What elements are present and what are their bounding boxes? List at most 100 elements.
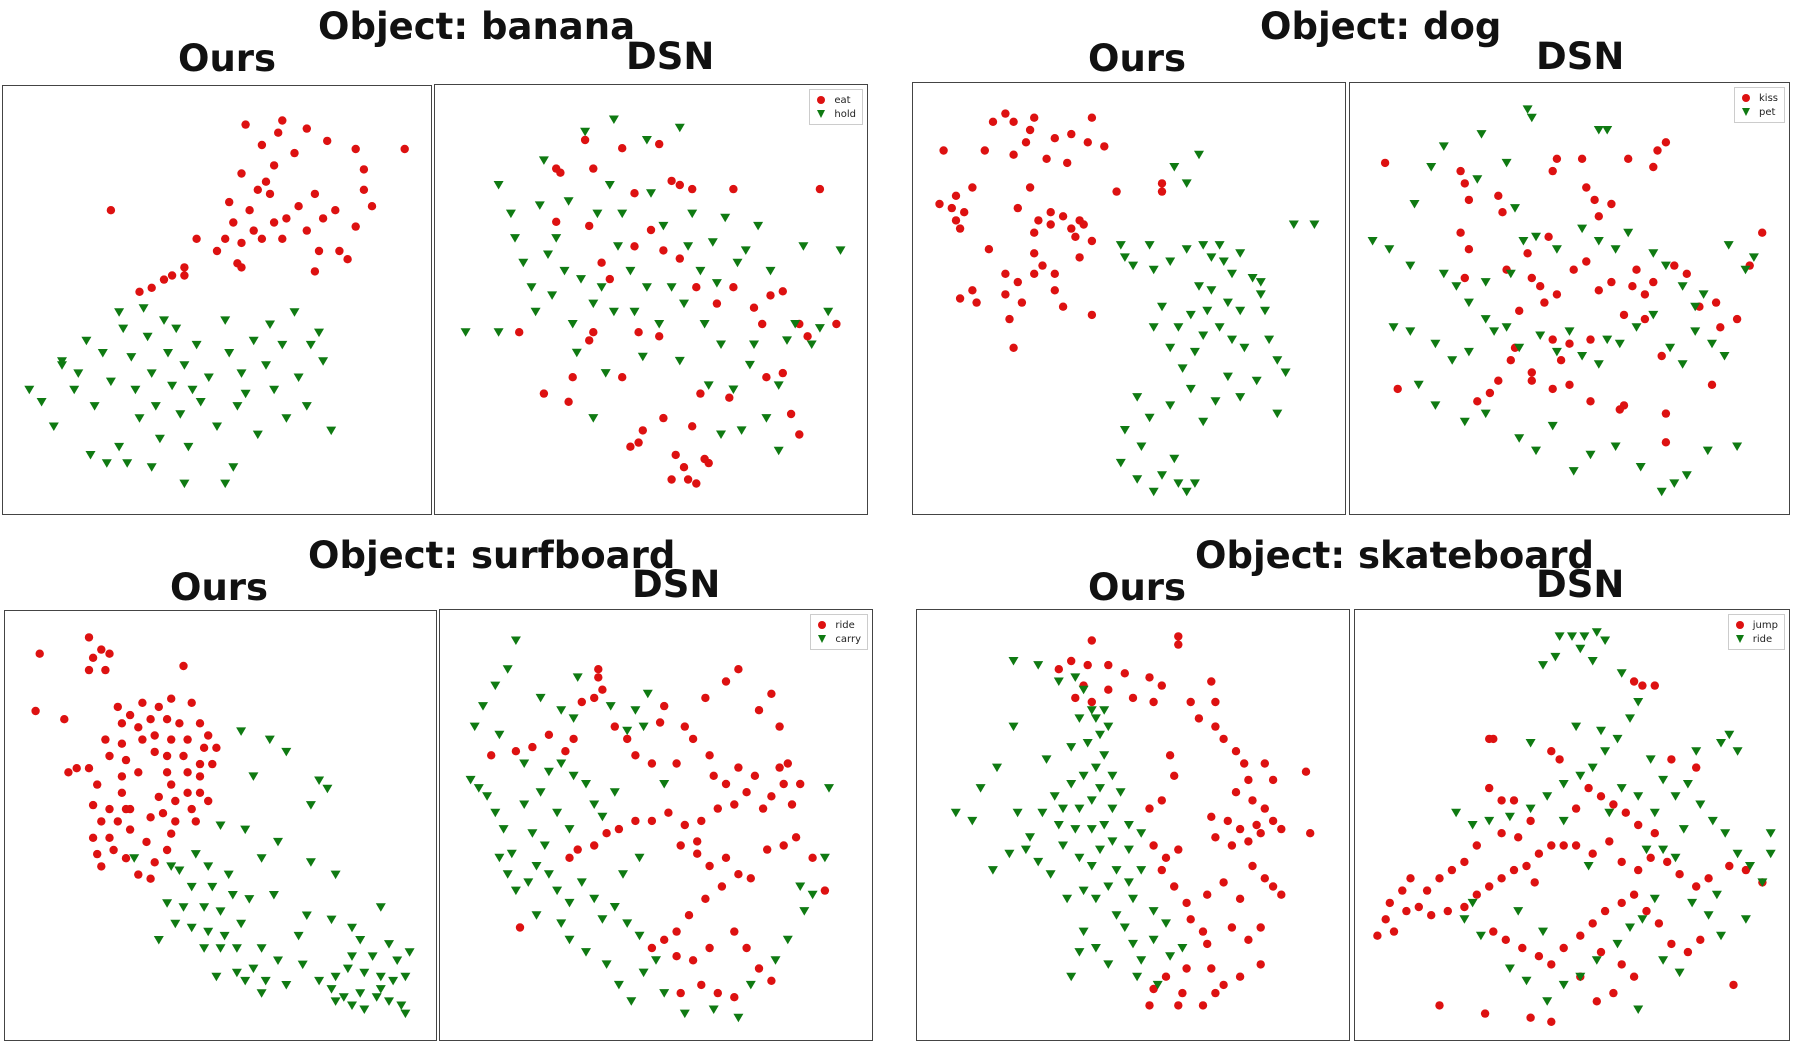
scatter-point-triangle: [24, 385, 35, 395]
scatter-point-triangle: [1086, 862, 1097, 871]
scatter-point-circle: [310, 189, 320, 199]
scatter-point-triangle: [552, 886, 563, 896]
scatter-point-triangle: [1732, 747, 1743, 756]
scatter-point-triangle: [199, 903, 210, 912]
scatter-point-triangle: [505, 209, 516, 219]
scatter-point-circle: [1629, 972, 1639, 981]
scatter-point-triangle: [1681, 471, 1692, 480]
scatter-point-circle: [1509, 865, 1519, 875]
scatter-point-triangle: [1074, 853, 1085, 863]
scatter-plot-area: [935, 109, 1320, 497]
scatter-point-triangle: [1538, 661, 1548, 670]
scatter-point-circle: [1540, 298, 1549, 307]
scatter-point-circle: [598, 685, 607, 694]
scatter-point-circle: [1079, 220, 1088, 229]
scatter-point-triangle: [460, 328, 471, 337]
scatter-point-circle: [1460, 857, 1469, 867]
scatter-point-triangle: [347, 1001, 357, 1010]
scatter-point-triangle: [1099, 821, 1110, 830]
scatter-point-triangle: [1177, 944, 1188, 953]
scatter-point-circle: [679, 463, 689, 472]
group-title-skateboard: Object: skateboard: [1195, 534, 1594, 577]
scatter-point-triangle: [232, 402, 243, 411]
scatter-point-circle: [1514, 833, 1523, 842]
scatter-point-triangle: [301, 911, 312, 920]
scatter-point-triangle: [114, 442, 125, 452]
scatter-point-circle: [1058, 212, 1068, 221]
scatter-point-triangle: [613, 980, 624, 990]
scatter-point-triangle: [207, 882, 218, 892]
scatter-point-circle: [1638, 681, 1647, 690]
scatter-point-circle: [569, 734, 578, 744]
scatter-point-triangle: [1430, 401, 1441, 410]
scatter-point-triangle: [1514, 343, 1525, 353]
scatter-point-circle: [1555, 755, 1564, 764]
scatter-point-circle: [1617, 960, 1626, 969]
scatter-point-triangle: [227, 891, 238, 900]
scatter-panel-dsn-dog: kiss pet: [1349, 82, 1790, 515]
scatter-panel-ours-surfboard: [4, 610, 437, 1041]
scatter-point-circle: [675, 180, 684, 190]
scatter-point-triangle: [1587, 763, 1598, 773]
scatter-point-triangle: [556, 706, 567, 715]
scatter-point-triangle: [634, 853, 645, 863]
scatter-point-circle: [590, 841, 599, 850]
scatter-point-triangle: [608, 115, 619, 124]
scatter-point-circle: [208, 759, 217, 769]
scatter-point-triangle: [268, 891, 279, 900]
scatter-point-triangle: [1119, 923, 1130, 932]
scatter-point-triangle: [359, 968, 370, 978]
legend-label: hold: [834, 108, 856, 120]
scatter-point-triangle: [1612, 939, 1623, 949]
scatter-point-circle: [1716, 323, 1725, 332]
scatter-point-circle: [1219, 980, 1228, 990]
scatter-point-circle: [72, 764, 81, 773]
scatter-point-circle: [1607, 277, 1616, 287]
scatter-point-circle: [754, 706, 764, 715]
scatter-point-triangle: [203, 373, 214, 382]
scatter-point-triangle: [538, 156, 549, 165]
scatter-point-triangle: [1165, 952, 1176, 961]
scatter-point-circle: [1576, 931, 1585, 940]
scatter-point-circle: [1586, 397, 1595, 406]
scatter-point-triangle: [244, 895, 255, 904]
scatter-point-circle: [705, 861, 714, 871]
scatter-point-triangle: [1740, 915, 1751, 924]
scatter-point-triangle: [1637, 915, 1648, 924]
scatter-point-circle: [1211, 722, 1220, 731]
scatter-point-triangle: [1645, 755, 1656, 764]
scatter-point-triangle: [375, 972, 386, 982]
scatter-point-circle: [97, 645, 106, 654]
scatter-point-triangle: [1210, 397, 1221, 406]
scatter-point-circle: [1001, 269, 1010, 278]
scatter-point-circle: [187, 698, 196, 707]
scatter-point-triangle: [1008, 722, 1019, 732]
scatter-point-triangle: [658, 221, 669, 231]
subtitle-dsn-skateboard: DSN: [1536, 563, 1625, 606]
scatter-point-circle: [960, 208, 969, 217]
scatter-point-triangle: [1194, 150, 1204, 160]
scatter-point-circle: [1435, 1001, 1444, 1010]
scatter-point-triangle: [1198, 331, 1209, 340]
scatter-point-circle: [675, 254, 684, 263]
scatter-point-triangle: [330, 972, 341, 982]
scatter-point-triangle: [175, 410, 186, 419]
scatter-point-triangle: [1467, 898, 1478, 908]
scatter-point-circle: [709, 771, 718, 780]
scatter-point-triangle: [1235, 393, 1246, 402]
scatter-point-triangle: [1567, 632, 1577, 641]
scatter-point-circle: [1663, 857, 1672, 867]
scatter-point-circle: [1223, 816, 1232, 826]
scatter-point-triangle: [1678, 825, 1689, 834]
scatter-point-circle: [758, 319, 767, 329]
scatter-point-triangle: [490, 808, 501, 818]
scatter-point-triangle: [1732, 442, 1743, 451]
scatter-point-triangle: [1593, 126, 1604, 135]
scatter-point-triangle: [1128, 894, 1138, 904]
scatter-point-triangle: [1748, 253, 1759, 262]
scatter-point-triangle: [795, 882, 806, 891]
scatter-point-triangle: [527, 829, 538, 838]
scatter-point-triangle: [720, 213, 731, 223]
scatter-point-triangle: [1604, 808, 1615, 818]
scatter-point-triangle: [638, 722, 649, 732]
